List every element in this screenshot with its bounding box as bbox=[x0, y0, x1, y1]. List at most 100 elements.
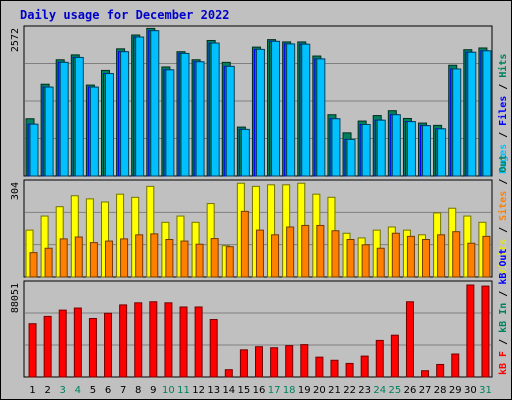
bar-sites-day-17 bbox=[271, 234, 280, 278]
day-label-1: 1 bbox=[29, 385, 35, 396]
bar-pages-day-9 bbox=[150, 30, 160, 177]
bar-kb-f-day-22 bbox=[345, 362, 354, 378]
day-label-3: 3 bbox=[60, 385, 66, 396]
bar-pages-day-7 bbox=[120, 51, 130, 177]
bar-pages-day-13 bbox=[210, 42, 220, 177]
bar-kb-f-day-1 bbox=[28, 323, 37, 378]
bar-kb-f-day-6 bbox=[104, 312, 113, 378]
bar-kb-f-day-16 bbox=[255, 346, 263, 378]
panel-max-label: 304 bbox=[10, 182, 21, 200]
bar-kb-f-day-17 bbox=[270, 347, 279, 378]
bar-kb-f-day-5 bbox=[88, 317, 97, 378]
legend-part: kB Out bbox=[498, 249, 509, 285]
day-label-25: 25 bbox=[389, 385, 402, 396]
day-label-20: 20 bbox=[313, 385, 326, 396]
bar-pages-day-30 bbox=[467, 51, 477, 177]
bar-kb-f-day-12 bbox=[194, 306, 203, 378]
bar-kb-f-day-7 bbox=[119, 304, 128, 378]
bar-sites-day-3 bbox=[59, 238, 68, 278]
legend-part: Hits bbox=[497, 54, 509, 78]
bar-pages-day-20 bbox=[316, 58, 326, 177]
bar-kb-f-day-23 bbox=[360, 355, 369, 378]
bar-pages-day-24 bbox=[376, 119, 386, 177]
bar-kb-f-day-2 bbox=[43, 315, 52, 378]
bar-sites-day-8 bbox=[135, 234, 144, 278]
day-label-18: 18 bbox=[283, 385, 296, 396]
bar-pages-day-16 bbox=[255, 48, 265, 177]
bar-sites-day-25 bbox=[391, 232, 400, 278]
panel-series-legend: Pages / Files / Hits bbox=[497, 54, 509, 174]
bar-sites-day-2 bbox=[44, 247, 53, 278]
panel-bottom: 88051 kB F / kB In / kB Out bbox=[10, 249, 509, 378]
day-label-2: 2 bbox=[44, 385, 50, 396]
bar-pages-day-22 bbox=[346, 138, 356, 177]
legend-part: / bbox=[498, 173, 509, 191]
bar-pages-day-5 bbox=[89, 86, 99, 177]
bar-kb-f-day-13 bbox=[209, 319, 218, 378]
chart-panels: 2572 Pages / Files / Hits 304 Visits / Site… bbox=[10, 25, 509, 378]
bar-pages-day-18 bbox=[286, 43, 296, 177]
panel-top: 2572 Pages / Files / Hits bbox=[10, 25, 509, 177]
bar-kb-f-day-20 bbox=[315, 356, 324, 378]
bar-sites-day-15 bbox=[240, 210, 249, 278]
bar-kb-f-day-30 bbox=[466, 284, 475, 378]
legend-part: / bbox=[498, 285, 509, 303]
day-label-11: 11 bbox=[177, 385, 190, 396]
legend-part: / bbox=[498, 78, 509, 96]
bar-sites-day-29 bbox=[452, 231, 461, 278]
bar-kb-f-day-14 bbox=[224, 369, 233, 378]
bar-sites-day-23 bbox=[361, 244, 370, 278]
bar-kb-f-day-8 bbox=[134, 302, 143, 378]
bar-sites-day-20 bbox=[316, 224, 325, 278]
day-labels: 1 2 3 4 5 6 7 8 9 10 11 12 13 14 15 16 17 18 19 20 21 22 23 24 2… bbox=[29, 385, 491, 396]
day-label-4: 4 bbox=[75, 385, 81, 396]
day-label-13: 13 bbox=[207, 385, 220, 396]
bar-pages-day-2 bbox=[44, 86, 54, 177]
day-label-30: 30 bbox=[464, 385, 477, 396]
legend-part: / bbox=[498, 126, 509, 144]
day-label-8: 8 bbox=[135, 385, 141, 396]
day-label-31: 31 bbox=[479, 385, 492, 396]
bar-kb-f-day-15 bbox=[239, 349, 248, 378]
day-label-15: 15 bbox=[238, 385, 251, 396]
bar-sites-day-5 bbox=[89, 242, 98, 278]
bar-pages-day-23 bbox=[361, 123, 371, 177]
day-label-29: 29 bbox=[449, 385, 462, 396]
bar-sites-day-21 bbox=[331, 230, 340, 278]
bar-sites-day-31 bbox=[482, 235, 491, 278]
bar-kb-f-day-28 bbox=[436, 363, 445, 378]
bar-pages-day-26 bbox=[406, 121, 416, 177]
bar-pages-day-8 bbox=[135, 36, 145, 177]
day-label-12: 12 bbox=[192, 385, 205, 396]
bar-sites-day-26 bbox=[406, 235, 415, 278]
day-label-24: 24 bbox=[373, 385, 386, 396]
legend-part: / bbox=[498, 221, 509, 239]
bar-kb-f-day-3 bbox=[58, 309, 67, 378]
bar-sites-day-19 bbox=[301, 224, 310, 278]
chart-title: Daily usage for December 2022 bbox=[20, 8, 230, 22]
day-label-27: 27 bbox=[419, 385, 432, 396]
day-label-10: 10 bbox=[162, 385, 175, 396]
bar-pages-day-15 bbox=[240, 128, 250, 177]
day-label-6: 6 bbox=[105, 385, 111, 396]
bar-sites-day-1 bbox=[29, 252, 38, 278]
bar-kb-f-day-4 bbox=[73, 307, 82, 378]
bar-sites-day-11 bbox=[180, 240, 189, 278]
bar-pages-day-12 bbox=[195, 61, 205, 177]
bar-pages-day-11 bbox=[180, 52, 190, 177]
panel-series-legend: kB F / kB In / kB Out bbox=[498, 249, 509, 375]
day-label-14: 14 bbox=[222, 385, 235, 396]
day-label-5: 5 bbox=[90, 385, 96, 396]
bar-sites-day-16 bbox=[255, 229, 264, 278]
bar-kb-f-day-29 bbox=[451, 353, 460, 378]
bar-kb-f-day-26 bbox=[405, 301, 414, 378]
bar-pages-day-29 bbox=[452, 68, 462, 177]
bar-pages-day-19 bbox=[301, 43, 311, 177]
bar-pages-day-3 bbox=[59, 61, 69, 177]
bar-sites-day-13 bbox=[210, 238, 219, 278]
bar-pages-day-4 bbox=[74, 56, 84, 177]
bar-pages-day-31 bbox=[482, 50, 492, 177]
bar-kb-f-day-10 bbox=[164, 302, 173, 378]
